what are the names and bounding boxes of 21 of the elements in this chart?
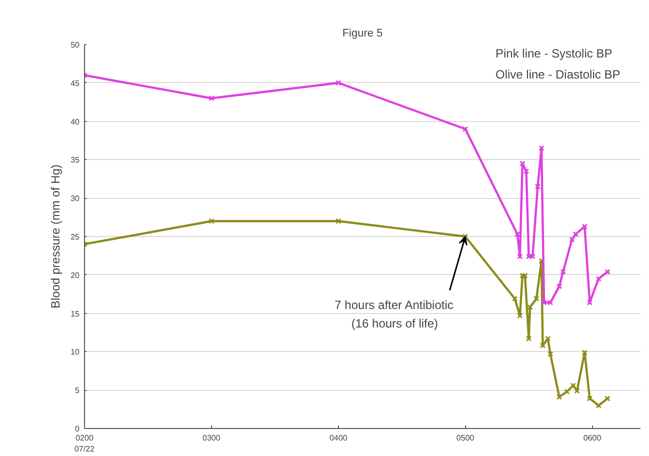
annotation: Pink line - Systolic BP: [496, 46, 612, 60]
y-tick-label: 20: [70, 270, 80, 280]
y-tick-label: 5: [75, 386, 80, 396]
y-tick-label: 40: [70, 117, 80, 126]
y-tick-label: 45: [70, 78, 80, 88]
x-tick-label: 0400: [329, 434, 348, 442]
chart-title: Figure 5: [342, 28, 383, 40]
annotation: 7 hours after Antibiotic (16 hours of life): [334, 298, 454, 330]
y-tick-label: 35: [70, 156, 80, 165]
y-axis-title: Blood pressure (mm of Hg): [48, 164, 63, 309]
y-tick-label: 15: [70, 309, 80, 318]
annotation: Olive line - Diastolic BP: [496, 68, 620, 82]
x-tick-label: 0300: [202, 434, 221, 442]
x-tick-label: 0200 07/22: [74, 434, 96, 454]
y-tick-label: 10: [70, 348, 80, 357]
y-tick-label: 0: [75, 424, 80, 434]
x-tick-label: 0500: [456, 434, 475, 442]
y-tick-label: 30: [70, 194, 80, 204]
y-tick-label: 25: [70, 232, 80, 242]
y-tick-label: 50: [70, 40, 80, 50]
x-tick-label: 0600: [583, 434, 602, 442]
